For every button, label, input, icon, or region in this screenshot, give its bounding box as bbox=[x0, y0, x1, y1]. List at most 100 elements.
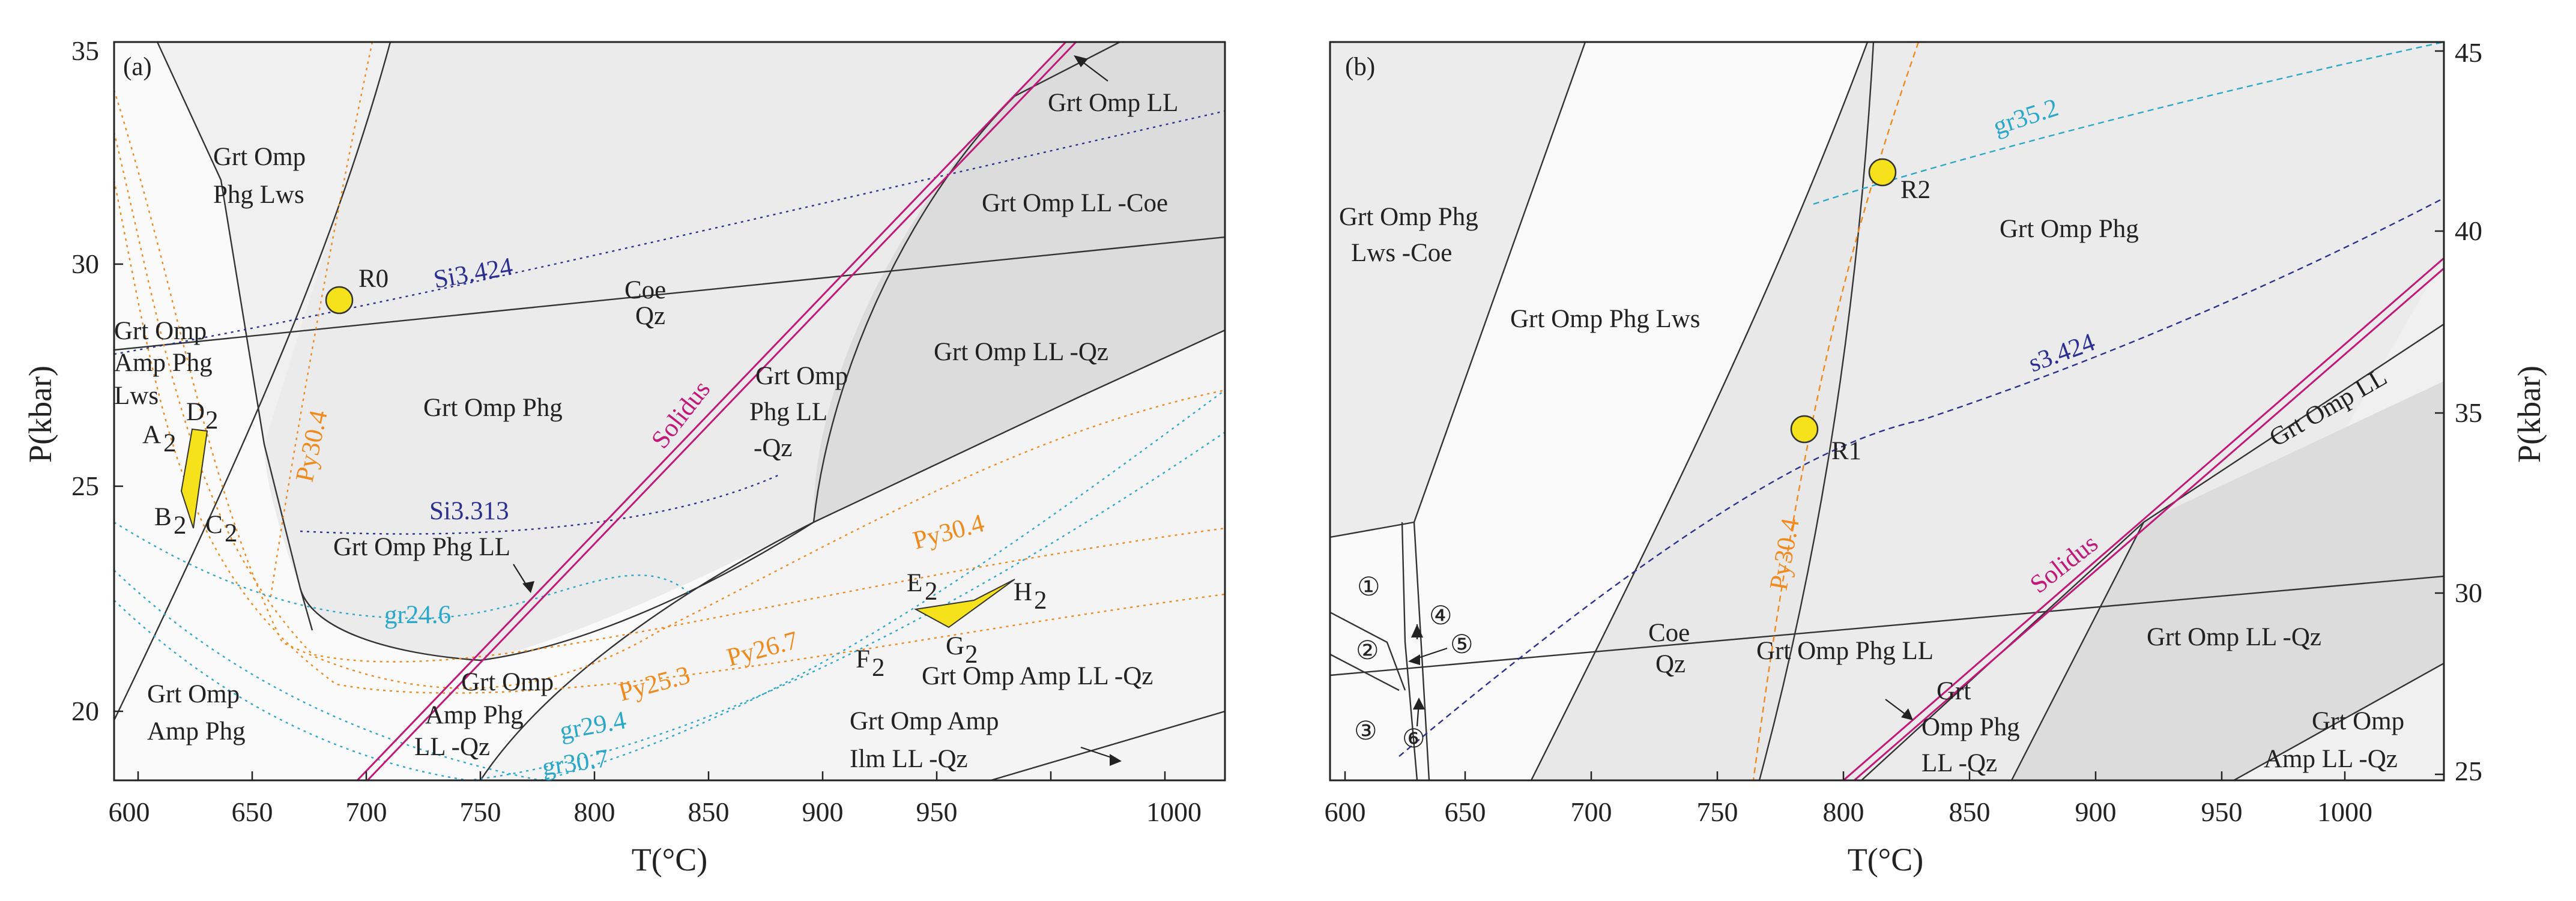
boundary-b-lws-out-2 bbox=[1758, 42, 1875, 780]
a-field-grt-omp-ll: Grt Omp LL bbox=[1048, 89, 1178, 117]
field-b-grt-omp-ll-qz bbox=[2012, 381, 2444, 780]
field-a-grt-omp-phg bbox=[264, 42, 1066, 660]
b-field-omp-phg: Omp Phg bbox=[1921, 713, 2020, 741]
panel-b-frame bbox=[1329, 41, 2445, 782]
b-x-tick-700: 700 bbox=[1571, 797, 1612, 827]
a-field-amp-phg-3: Amp Phg bbox=[425, 701, 524, 729]
a-field-phg-lws: Phg Lws bbox=[213, 181, 304, 209]
b-y-tick-35: 35 bbox=[2455, 397, 2482, 428]
a-field-ilm-ll-qz: Ilm LL -Qz bbox=[850, 745, 968, 773]
b-field-grt-omp-phg-ll: Grt Omp Phg LL bbox=[1756, 637, 1934, 665]
a-field-grt-omp-ll-qz: Grt Omp LL -Qz bbox=[934, 338, 1108, 366]
a-x-tick-850: 850 bbox=[688, 797, 730, 827]
solidus-line-b bbox=[1843, 257, 2444, 780]
b-point-r2-label: R2 bbox=[1900, 176, 1930, 204]
b-field-grt-omp: Grt Omp bbox=[2312, 707, 2404, 735]
isopleth-a-py26.7 bbox=[114, 131, 1225, 663]
isopleth-b-py30.4 bbox=[1752, 42, 1920, 780]
b-y-tick-45: 45 bbox=[2455, 37, 2482, 68]
b-x-tick-900: 900 bbox=[2075, 797, 2117, 827]
boundary-b-3 bbox=[1401, 522, 1418, 780]
svg-text:A: A bbox=[142, 421, 161, 449]
b-small-field-4: ④ bbox=[1429, 602, 1453, 630]
solidus-line-a-2 bbox=[366, 42, 1077, 780]
field-a-grt-omp-phg-lws bbox=[157, 42, 390, 444]
isopleth-b-s3.424 bbox=[1398, 197, 2444, 757]
field-b-grt-omp-phg bbox=[1759, 42, 2444, 780]
a-y-axis-label: P(kbar) bbox=[22, 366, 58, 463]
arrowhead-b-6 bbox=[1413, 698, 1425, 710]
a-y-tick-35: 35 bbox=[71, 35, 99, 66]
field-b-phg-lws-strip bbox=[1531, 42, 1873, 780]
a-x-tick-900: 900 bbox=[802, 797, 844, 827]
isopleth-a-gr24.6 bbox=[114, 521, 691, 619]
svg-text:2: 2 bbox=[174, 511, 187, 540]
b-point-r1-label: R1 bbox=[1831, 437, 1861, 465]
polygon-e2-f2-g2-h2 bbox=[913, 579, 1015, 628]
svg-text:B: B bbox=[154, 503, 172, 531]
a-y-tick-25: 25 bbox=[71, 471, 99, 501]
b-field-grt-omp-ll-qz: Grt Omp LL -Qz bbox=[2147, 623, 2321, 651]
field-a-grt-omp-amp-ll-qz bbox=[480, 330, 1225, 780]
a-x-tick-750: 750 bbox=[460, 797, 501, 827]
b-y-axis-label: P(kbar) bbox=[2511, 366, 2547, 463]
boundary-a-ll-qz bbox=[813, 329, 1225, 523]
svg-text:H: H bbox=[1014, 578, 1032, 606]
b-y-tick-30: 30 bbox=[2455, 577, 2482, 608]
a-field-grt-omp-1: Grt Omp bbox=[213, 143, 306, 171]
panel-b-plot-area bbox=[1330, 42, 2444, 780]
point-r2-marker bbox=[1868, 158, 1897, 187]
svg-text:E: E bbox=[907, 569, 922, 597]
a-point-r0-label: R0 bbox=[358, 265, 389, 293]
b-field-grt-omp-phg-2: Grt Omp Phg bbox=[2000, 215, 2139, 243]
b-x-tick-800: 800 bbox=[1823, 797, 1864, 827]
b-x-tick-1000: 1000 bbox=[2317, 797, 2372, 827]
boundary-b-amp-in bbox=[2233, 662, 2444, 780]
a-field-coe: Coe bbox=[624, 276, 666, 304]
boundary-a-ilm-in bbox=[990, 710, 1225, 780]
b-small-field-3: ③ bbox=[1354, 717, 1377, 746]
polygon-a2-b2-c2-d2 bbox=[180, 428, 208, 529]
boundary-a-coe-qz bbox=[114, 236, 1225, 351]
b-panel-tag: (b) bbox=[1345, 53, 1375, 81]
arrowhead-a-ilm bbox=[1110, 754, 1122, 766]
svg-text:G: G bbox=[946, 632, 964, 660]
b-x-tick-600: 600 bbox=[1325, 797, 1366, 827]
arrowhead-a-phg-ll bbox=[522, 581, 534, 593]
a-isopleth-label-si3.313: Si3.313 bbox=[429, 497, 509, 525]
field-b-grt-omp-phg-lws-coe bbox=[1330, 42, 1585, 537]
b-x-tick-850: 850 bbox=[1949, 797, 1991, 827]
b-x-tick-950: 950 bbox=[2201, 797, 2243, 827]
a-field-grt-omp-amp-ll-qz: Grt Omp Amp LL -Qz bbox=[922, 662, 1153, 690]
point-r0-marker bbox=[325, 286, 354, 315]
b-small-field-1: ① bbox=[1357, 573, 1380, 601]
a-field-grt-omp-3: Grt Omp bbox=[755, 362, 848, 390]
a-y-tick-30: 30 bbox=[71, 249, 99, 279]
boundary-b-1 bbox=[1413, 42, 1586, 523]
boundary-a-phg-amp bbox=[114, 42, 392, 721]
a-field-grt-omp-phg-ll: Grt Omp Phg LL bbox=[333, 533, 510, 561]
a-panel-tag: (a) bbox=[123, 53, 152, 81]
a-field-grt-omp-ll-coe: Grt Omp LL -Coe bbox=[982, 189, 1168, 217]
boundary-b-coe-qz bbox=[1330, 575, 2444, 677]
b-field-coe: Coe bbox=[1648, 619, 1690, 647]
panel-a: 600 650 700 750 800 850 900 950 1000 20 … bbox=[22, 35, 1226, 878]
b-field-ll-qz: LL -Qz bbox=[1921, 749, 1997, 777]
isopleth-a-py30.4 bbox=[114, 89, 1225, 689]
a-field-grt-omp-phg: Grt Omp Phg bbox=[423, 394, 563, 422]
b-x-axis-label: T(°C) bbox=[1848, 842, 1924, 878]
a-x-tick-1000: 1000 bbox=[1146, 797, 1202, 827]
a-field-qz-2: -Qz bbox=[754, 434, 792, 462]
a-field-lws: Lws bbox=[114, 382, 159, 410]
b-field-qz: Qz bbox=[1655, 650, 1686, 678]
a-x-tick-600: 600 bbox=[109, 797, 150, 827]
solidus-line-a bbox=[356, 42, 1067, 780]
svg-text:2: 2 bbox=[965, 640, 978, 669]
panel-a-frame bbox=[113, 41, 1226, 782]
